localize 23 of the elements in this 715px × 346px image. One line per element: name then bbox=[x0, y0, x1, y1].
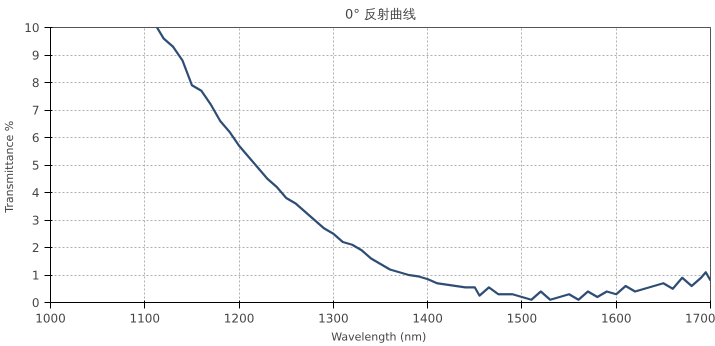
y-tick-label: 10 bbox=[24, 21, 40, 35]
y-tick-label: 6 bbox=[32, 131, 40, 145]
y-tick-label: 7 bbox=[32, 104, 40, 118]
y-tick-label: 2 bbox=[32, 241, 40, 255]
y-axis-title: Transmittance % bbox=[3, 120, 16, 214]
x-tick-label: 1000 bbox=[35, 312, 66, 326]
y-tick-label: 1 bbox=[32, 268, 40, 282]
y-tick-label: 4 bbox=[32, 186, 40, 200]
x-axis-title: Wavelength (nm) bbox=[331, 330, 426, 344]
y-tick-label: 3 bbox=[32, 214, 40, 228]
y-tick-label: 8 bbox=[32, 76, 40, 90]
x-tick-label: 1100 bbox=[130, 312, 160, 326]
chart-title: 0° 反射曲线 bbox=[345, 8, 416, 22]
x-tick-label: 1400 bbox=[412, 312, 443, 326]
x-tick-label: 1200 bbox=[224, 312, 254, 326]
y-tick-label: 0 bbox=[32, 296, 40, 310]
x-tick-label: 1500 bbox=[506, 312, 538, 326]
y-tick-label: 5 bbox=[32, 158, 40, 172]
x-tick-label: 1600 bbox=[600, 312, 632, 326]
x-tick-label: 1700 bbox=[684, 312, 715, 326]
x-tick-label: 1300 bbox=[318, 312, 349, 326]
y-tick-label: 9 bbox=[32, 48, 40, 62]
line-series bbox=[156, 28, 710, 301]
